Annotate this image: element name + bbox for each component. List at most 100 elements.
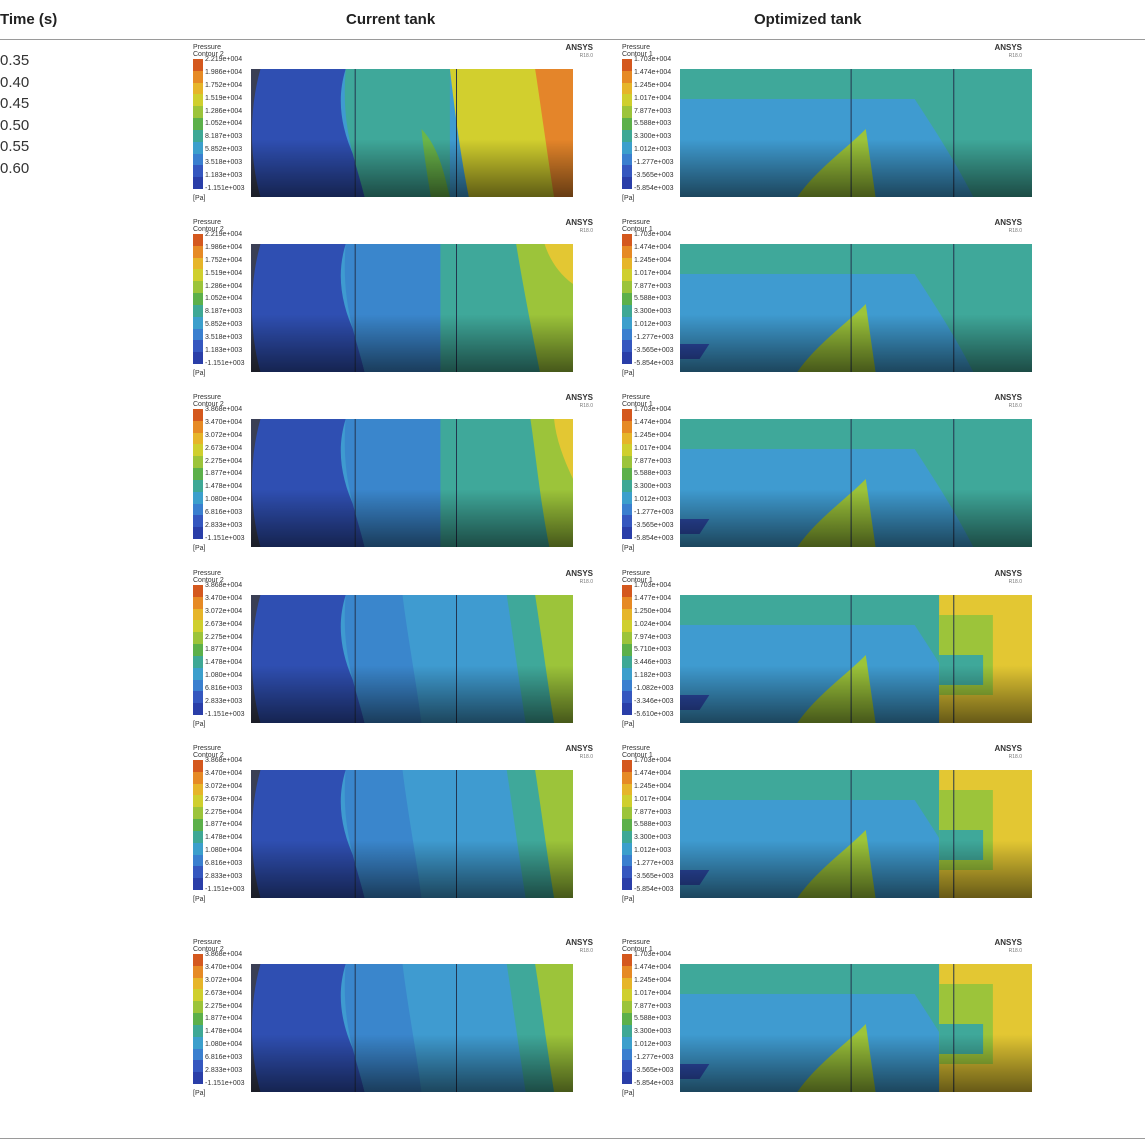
current-tank-header: Current tank — [346, 11, 436, 28]
legend-value: -5.854e+003 — [634, 885, 674, 893]
legend-swatch — [193, 596, 203, 609]
pressure-unit: [Pa] — [193, 1090, 206, 1097]
legend-value: 1.986e+004 — [205, 243, 243, 251]
bottom-shading — [251, 770, 573, 898]
legend-swatch — [622, 1013, 632, 1025]
legend-swatch — [622, 304, 632, 317]
tank-contour — [251, 964, 573, 1092]
ansys-logo: ANSYS R18.0 — [994, 394, 1022, 410]
legend-swatch — [622, 409, 632, 421]
legend-value: 2.673e+004 — [205, 620, 243, 628]
legend-value: 7.877e+003 — [634, 107, 672, 115]
ansys-logo: ANSYS R18.0 — [565, 745, 593, 761]
optimized-contour-panel: Pressure Contour 1 1.703e+004 1.474e+004 1.… — [622, 745, 1032, 911]
legend-labels: 3.868e+004 3.470e+004 3.072e+004 2.673e+004… — [205, 406, 275, 548]
legend-value: 1.052e+004 — [205, 120, 243, 128]
legend-title: Pressure Contour 2 — [193, 394, 224, 408]
legend-value: 2.833e+003 — [205, 1067, 243, 1075]
legend-swatch — [622, 1048, 632, 1061]
legend-value: 3.868e+004 — [205, 951, 243, 958]
ansys-logo: ANSYS R18.0 — [565, 44, 593, 60]
pressure-contour-field — [680, 419, 1032, 547]
legend-swatch — [622, 854, 632, 867]
legend-value: 1.245e+004 — [634, 81, 672, 89]
legend-value: -3.565e+003 — [634, 522, 674, 530]
legend-value: 1.478e+004 — [205, 834, 243, 842]
legend-swatch — [193, 281, 203, 294]
legend-value: 5.588e+003 — [634, 821, 672, 829]
legend-swatch — [622, 432, 632, 445]
legend-value: 1.474e+004 — [634, 963, 672, 971]
legend-value: 1.183e+003 — [205, 172, 243, 180]
legend-value: 3.072e+004 — [205, 976, 243, 984]
legend-swatch — [193, 854, 203, 867]
legend-swatch — [622, 479, 632, 492]
legend-value: 6.816e+003 — [205, 1054, 243, 1062]
legend-swatch — [193, 585, 203, 597]
legend-value: -3.565e+003 — [634, 172, 674, 180]
tank-contour — [251, 244, 573, 372]
legend-swatch — [622, 527, 632, 539]
legend-value: 1.877e+004 — [205, 1015, 243, 1023]
legend-value: 1.478e+004 — [205, 659, 243, 667]
legend-swatch — [193, 644, 203, 656]
legend-color-bar — [193, 234, 203, 364]
legend-title: Pressure Contour 2 — [193, 745, 224, 759]
legend-value: -1.151e+003 — [205, 710, 245, 718]
ansys-brand: ANSYS — [994, 744, 1022, 753]
legend-value: -1.277e+003 — [634, 159, 674, 167]
legend-swatch — [622, 1024, 632, 1037]
legend-value: 1.012e+003 — [634, 1041, 672, 1049]
tank-contour — [680, 964, 1032, 1092]
legend-value: 2.673e+004 — [205, 795, 243, 803]
legend-swatch — [193, 965, 203, 978]
legend-swatch — [193, 830, 203, 843]
legend-title: Pressure Contour 2 — [193, 44, 224, 58]
legend-value: 2.275e+004 — [205, 1002, 243, 1010]
legend-value: -3.565e+003 — [634, 1067, 674, 1075]
legend-value: 7.877e+003 — [634, 282, 672, 290]
legend-value: 1.080e+004 — [205, 496, 243, 504]
legend-value: 3.470e+004 — [205, 418, 243, 426]
legend-value: 7.877e+003 — [634, 808, 672, 816]
legend-value: 1.474e+004 — [634, 769, 672, 777]
legend-swatch — [622, 819, 632, 831]
ansys-version: R18.0 — [579, 754, 593, 760]
legend-value: -3.346e+003 — [634, 698, 674, 706]
pressure-unit: [Pa] — [622, 545, 635, 552]
legend-swatch — [193, 1036, 203, 1049]
legend-swatch — [193, 691, 203, 704]
pressure-unit: [Pa] — [193, 545, 206, 552]
legend-swatch — [193, 1060, 203, 1073]
ansys-version: R18.0 — [1008, 948, 1022, 954]
bottom-shading — [251, 419, 573, 547]
legend-value: 5.852e+003 — [205, 146, 243, 154]
pressure-contour-field — [680, 595, 1032, 723]
ansys-brand: ANSYS — [994, 938, 1022, 947]
legend-value: -1.151e+003 — [205, 885, 245, 893]
legend-swatch — [622, 269, 632, 282]
legend-swatch — [622, 1036, 632, 1049]
ansys-brand: ANSYS — [994, 569, 1022, 578]
legend-title: Pressure Contour 1 — [622, 394, 653, 408]
legend-value: 1.245e+004 — [634, 976, 672, 984]
legend-value: -1.151e+003 — [205, 184, 245, 192]
current-contour-panel: Pressure Contour 2 2.219e+004 1.986e+004 1.… — [193, 219, 593, 385]
pressure-unit: [Pa] — [622, 1090, 635, 1097]
bottom-shading — [251, 595, 573, 723]
legend-value: 1.752e+004 — [205, 81, 243, 89]
legend-value: -1.151e+003 — [205, 1079, 245, 1087]
legend-labels: 2.219e+004 1.986e+004 1.752e+004 1.519e+004… — [205, 231, 275, 373]
legend-value: 7.877e+003 — [634, 457, 672, 465]
tank-contour — [251, 69, 573, 197]
legend-swatch — [193, 304, 203, 317]
legend-value: 1.519e+004 — [205, 269, 243, 277]
legend-swatch — [193, 82, 203, 95]
legend-value: 1.703e+004 — [634, 231, 672, 238]
ansys-logo: ANSYS R18.0 — [994, 745, 1022, 761]
legend-swatch — [193, 409, 203, 421]
legend-swatch — [193, 954, 203, 966]
legend-swatch — [193, 1013, 203, 1025]
bottom-rule — [0, 1138, 1145, 1139]
pressure-contour-field — [680, 244, 1032, 372]
